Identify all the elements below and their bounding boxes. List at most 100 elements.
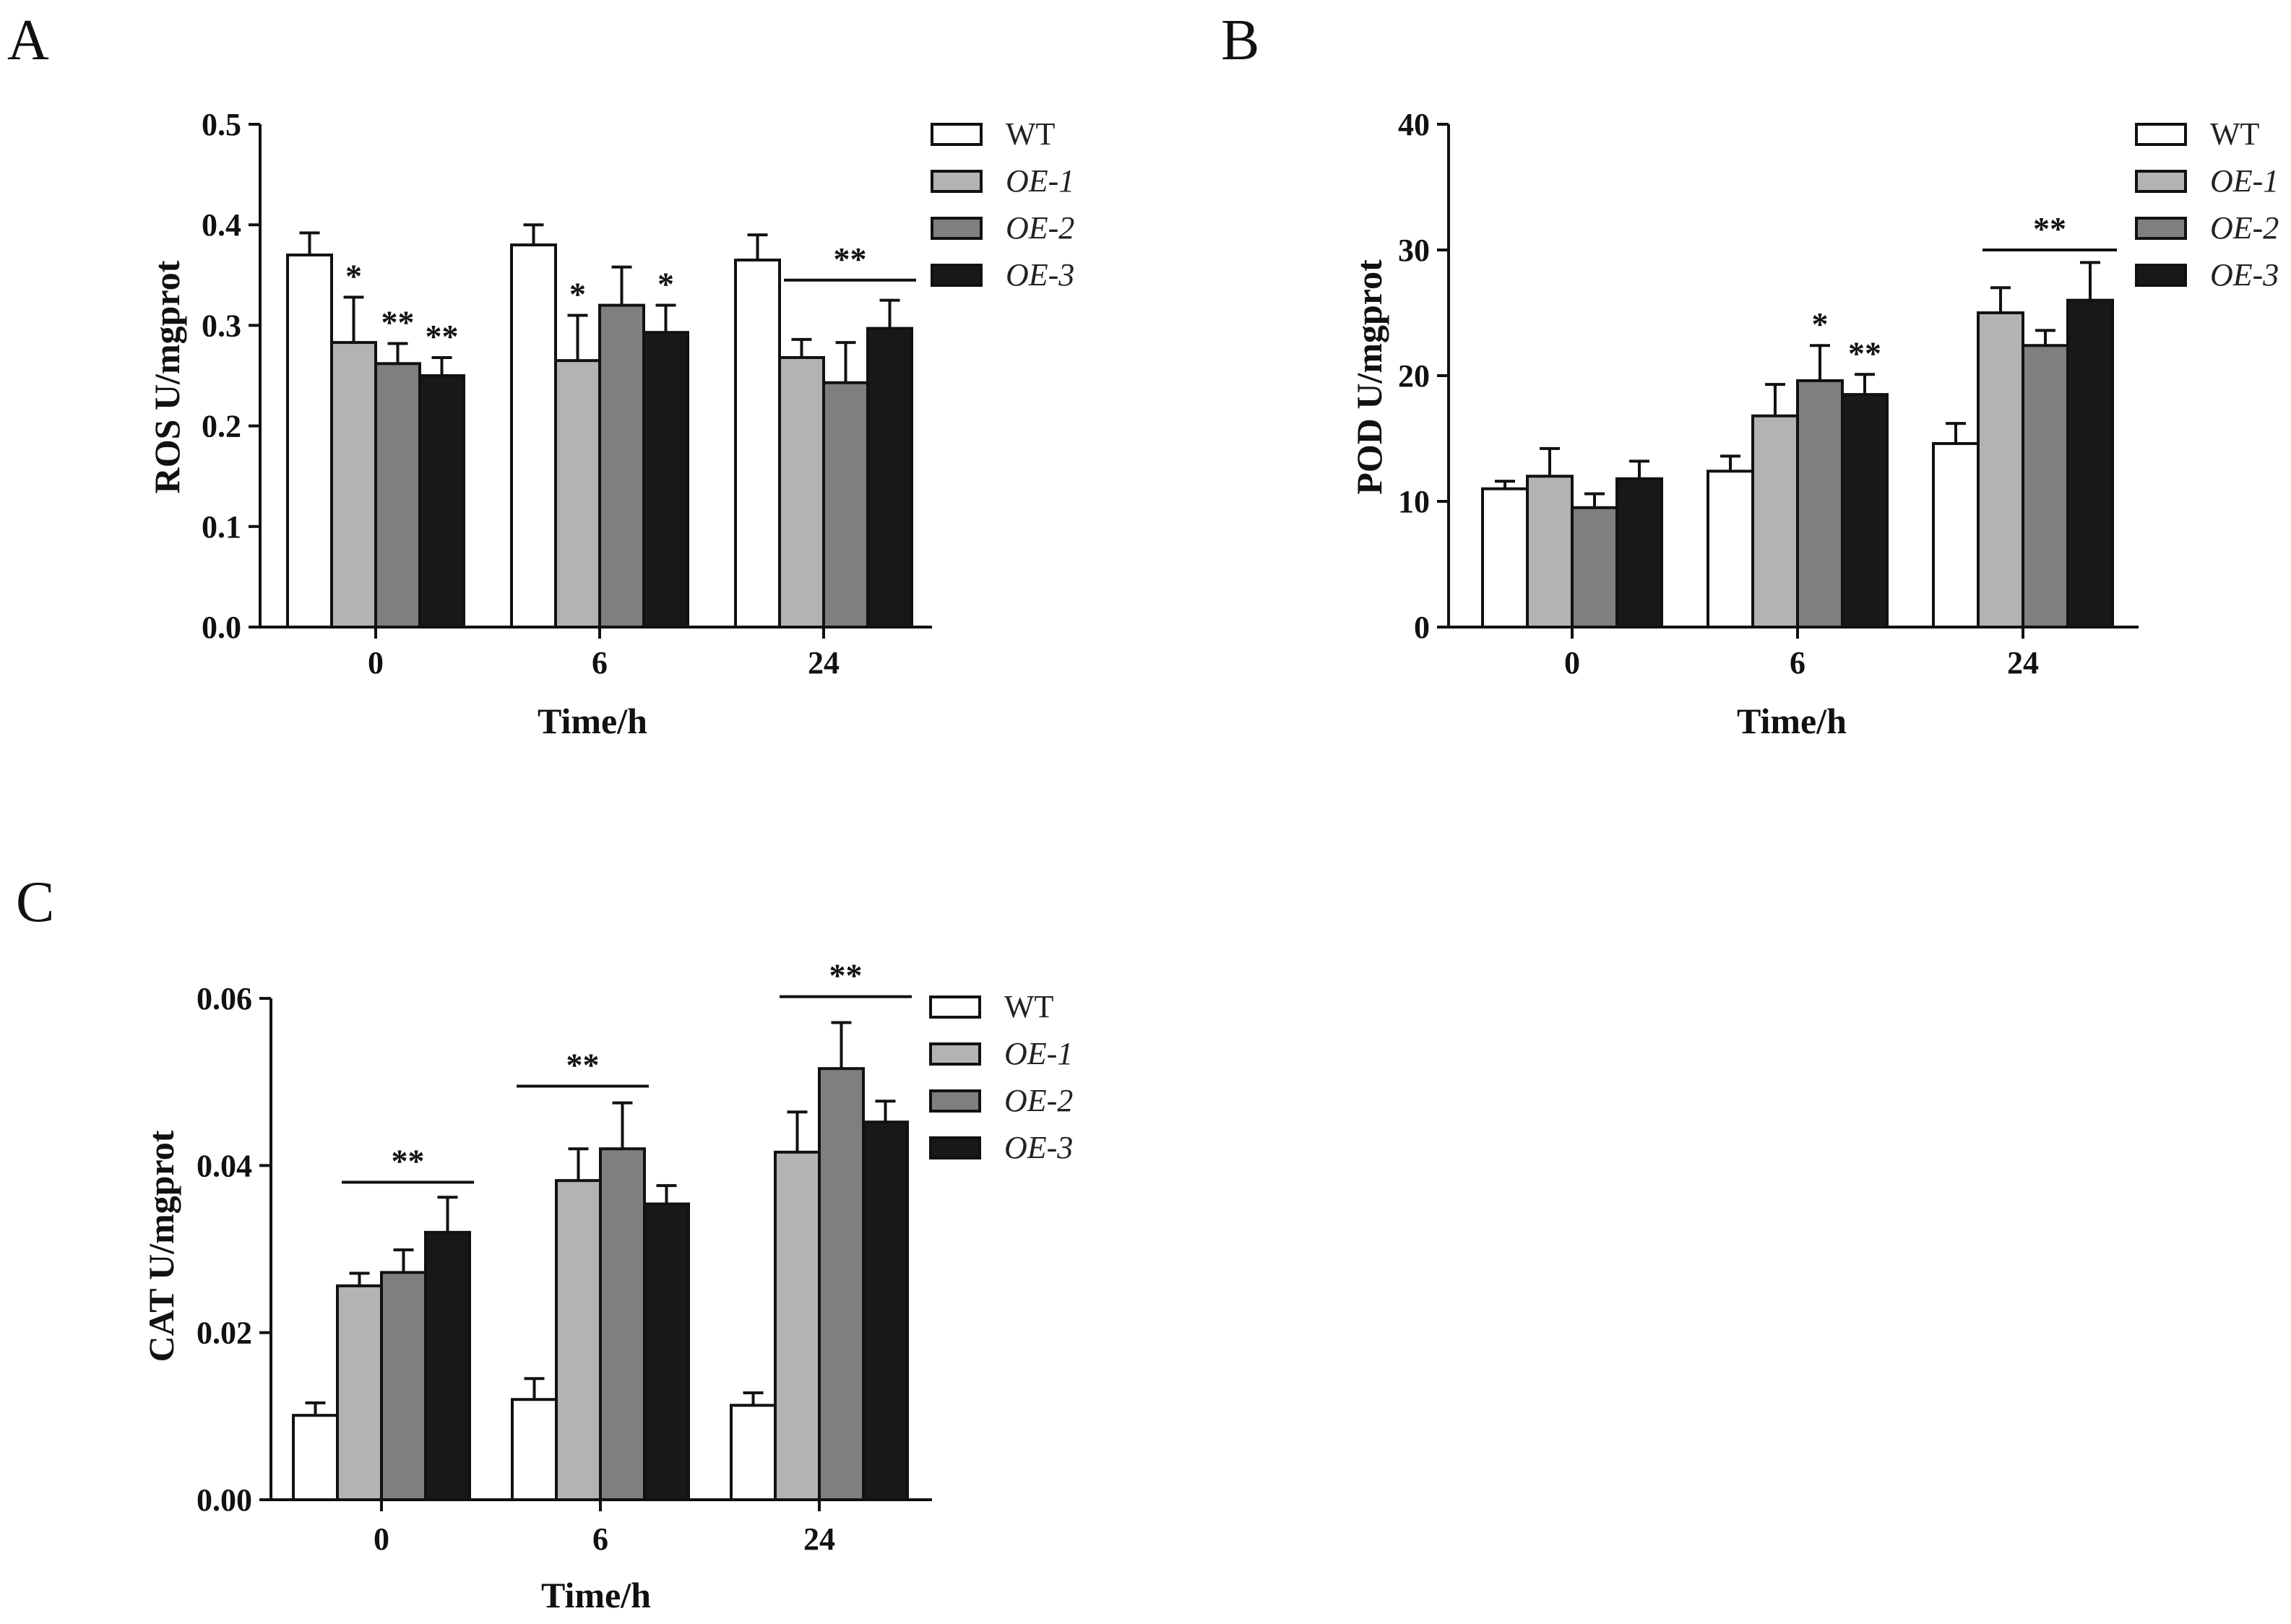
panel-a-bracket-mark: ** bbox=[834, 241, 867, 277]
panel-a-letter: A bbox=[7, 9, 49, 72]
panel-a-y-tick-label: 0.5 bbox=[202, 107, 241, 142]
panel-c-x-tick-label: 24 bbox=[803, 1521, 835, 1557]
panel-b-letter: B bbox=[1221, 9, 1259, 72]
panel-a-y-tick-label: 0.2 bbox=[202, 409, 241, 444]
panel-b-bar-oe-3-t24 bbox=[2066, 298, 2114, 629]
panel-b-legend-label-wt: WT bbox=[2210, 116, 2260, 152]
panel-c-y-axis-title: CAT U/mgprot bbox=[141, 1130, 181, 1362]
panel-a-significance-mark: ** bbox=[426, 318, 459, 355]
panel-c-bar-oe-2-t6 bbox=[599, 1147, 646, 1501]
panel-c-bar-oe-3-t6 bbox=[643, 1202, 690, 1502]
panel-b-x-tick-label: 0 bbox=[1564, 645, 1580, 681]
panel-b-legend-swatch-oe-1 bbox=[2135, 170, 2187, 193]
panel-a-y-tick-label: 0.1 bbox=[202, 509, 241, 545]
panel-b-bar-oe-1-t0 bbox=[1526, 475, 1574, 629]
panel-b-y-tick-label: 30 bbox=[1398, 233, 1430, 268]
panel-b-bar-oe-1-t24 bbox=[1977, 311, 2024, 629]
panel-b-legend-label-oe-2: OE-2 bbox=[2210, 210, 2279, 246]
panel-b-significance-mark: ** bbox=[1848, 334, 1881, 371]
panel-c-bar-oe-1-t6 bbox=[555, 1179, 602, 1501]
panel-a: A ROS U/mgprot Time/h 0.0 0.1 0.2 0.3 0.4 0.5… bbox=[7, 9, 1074, 741]
panel-c-x-axis-title: Time/h bbox=[541, 1575, 651, 1615]
panel-a-bar-oe-3-t0 bbox=[418, 374, 465, 629]
panel-a-legend-label-oe-1: OE-1 bbox=[1006, 163, 1074, 199]
panel-b-y-tick-label: 10 bbox=[1398, 484, 1430, 519]
panel-b-y-axis-title: POD U/mgprot bbox=[1349, 259, 1389, 495]
panel-a-significance-mark: * bbox=[569, 275, 586, 312]
panel-b-bar-oe-1-t6 bbox=[1751, 414, 1799, 629]
panel-c-y-tick-label: 0.02 bbox=[197, 1316, 252, 1351]
panel-a-bar-oe-3-t24 bbox=[866, 327, 913, 629]
panel-a-significance-mark: * bbox=[657, 266, 674, 303]
panel-c-bar-wt-t6 bbox=[511, 1398, 558, 1501]
panel-b-bar-oe-3-t6 bbox=[1841, 393, 1889, 629]
panel-c-x-tick-label: 0 bbox=[374, 1521, 389, 1557]
panel-a-y-tick-label: 0.3 bbox=[202, 308, 241, 343]
panel-a-y-tick-label: 0.4 bbox=[202, 207, 241, 243]
panel-a-bar-oe-1-t0 bbox=[330, 341, 377, 629]
panel-c-legend-swatch-oe-3 bbox=[929, 1136, 981, 1159]
panel-c-bar-wt-t0 bbox=[292, 1414, 339, 1501]
panel-a-bar-oe-1-t6 bbox=[554, 359, 601, 629]
panel-c-bar-oe-2-t24 bbox=[818, 1067, 865, 1502]
panel-a-bar-oe-2-t0 bbox=[374, 362, 421, 629]
panel-a-legend-swatch-oe-2 bbox=[931, 217, 983, 240]
panel-b-bar-oe-2-t24 bbox=[2022, 344, 2069, 629]
panel-c-letter: C bbox=[16, 871, 54, 934]
panel-c-bar-oe-3-t24 bbox=[862, 1120, 909, 1501]
panel-a-legend-label-oe-3: OE-3 bbox=[1006, 257, 1074, 293]
panel-c-legend-swatch-wt bbox=[929, 995, 981, 1019]
panel-c-legend-label-oe-3: OE-3 bbox=[1004, 1130, 1073, 1165]
panel-c: C CAT U/mgprot Time/h 0.00 0.02 0.04 0.06 0 6… bbox=[16, 871, 1073, 1615]
panel-c-bracket-mark: ** bbox=[392, 1142, 425, 1179]
panel-a-x-tick-label: 0 bbox=[368, 645, 384, 681]
panel-b-bar-oe-2-t0 bbox=[1571, 506, 1618, 629]
panel-a-x-tick-label: 6 bbox=[592, 645, 608, 681]
panel-c-legend-label-wt: WT bbox=[1004, 989, 1054, 1024]
panel-b-bracket-mark: ** bbox=[2033, 210, 2066, 247]
panel-b-x-axis-title: Time/h bbox=[1737, 701, 1847, 741]
panel-a-legend-label-oe-2: OE-2 bbox=[1006, 210, 1074, 246]
panel-b-bar-wt-t24 bbox=[1932, 441, 1980, 629]
panel-a-x-axis-title: Time/h bbox=[538, 701, 647, 741]
panel-c-legend-swatch-oe-2 bbox=[929, 1089, 981, 1113]
panel-c-y-tick-label: 0.06 bbox=[197, 981, 252, 1016]
panel-b-legend-swatch-oe-3 bbox=[2135, 264, 2187, 287]
panel-b-bar-wt-t6 bbox=[1707, 470, 1754, 629]
panel-b-y-tick-label: 0 bbox=[1414, 610, 1430, 645]
panel-b-y-tick-label: 40 bbox=[1398, 107, 1430, 142]
panel-a-x-tick-label: 24 bbox=[808, 645, 840, 681]
panel-b-bar-wt-t0 bbox=[1481, 487, 1529, 629]
panel-c-bar-wt-t24 bbox=[730, 1404, 777, 1501]
panel-c-legend-label-oe-2: OE-2 bbox=[1004, 1083, 1073, 1118]
panel-a-bar-oe-2-t24 bbox=[822, 381, 869, 629]
panel-a-y-axis-title: ROS U/mgprot bbox=[147, 260, 187, 493]
panel-a-bar-wt-t6 bbox=[510, 243, 557, 629]
panel-b-legend-swatch-oe-2 bbox=[2135, 217, 2187, 240]
panel-c-legend-swatch-oe-1 bbox=[929, 1042, 981, 1066]
panel-b-legend-label-oe-1: OE-1 bbox=[2210, 163, 2279, 199]
panel-a-legend-swatch-wt bbox=[931, 123, 983, 146]
panel-c-bar-oe-1-t24 bbox=[774, 1150, 821, 1501]
panel-a-bar-wt-t24 bbox=[734, 258, 781, 629]
panel-a-legend-swatch-oe-1 bbox=[931, 170, 983, 193]
panel-a-significance-mark: * bbox=[345, 257, 362, 294]
panel-a-bar-oe-1-t24 bbox=[778, 355, 825, 629]
panel-a-significance-mark: ** bbox=[381, 303, 415, 340]
panel-b-bar-oe-3-t0 bbox=[1615, 477, 1663, 629]
panel-c-bar-oe-1-t0 bbox=[336, 1284, 383, 1501]
panel-c-bar-oe-3-t0 bbox=[424, 1230, 471, 1502]
panel-c-y-tick-label: 0.00 bbox=[197, 1482, 252, 1518]
panel-b-significance-mark: * bbox=[1812, 306, 1829, 342]
panel-b-x-tick-label: 6 bbox=[1790, 645, 1805, 681]
panel-c-bracket-mark: ** bbox=[829, 957, 863, 994]
panel-a-legend-swatch-oe-3 bbox=[931, 264, 983, 287]
panel-b-y-tick-label: 20 bbox=[1398, 358, 1430, 394]
panel-a-legend-label-wt: WT bbox=[1006, 116, 1056, 152]
panel-c-bracket-mark: ** bbox=[566, 1046, 600, 1083]
panel-b-legend-swatch-wt bbox=[2135, 123, 2187, 146]
panel-b-legend-label-oe-3: OE-3 bbox=[2210, 257, 2279, 293]
panel-c-bar-oe-2-t0 bbox=[380, 1271, 427, 1502]
